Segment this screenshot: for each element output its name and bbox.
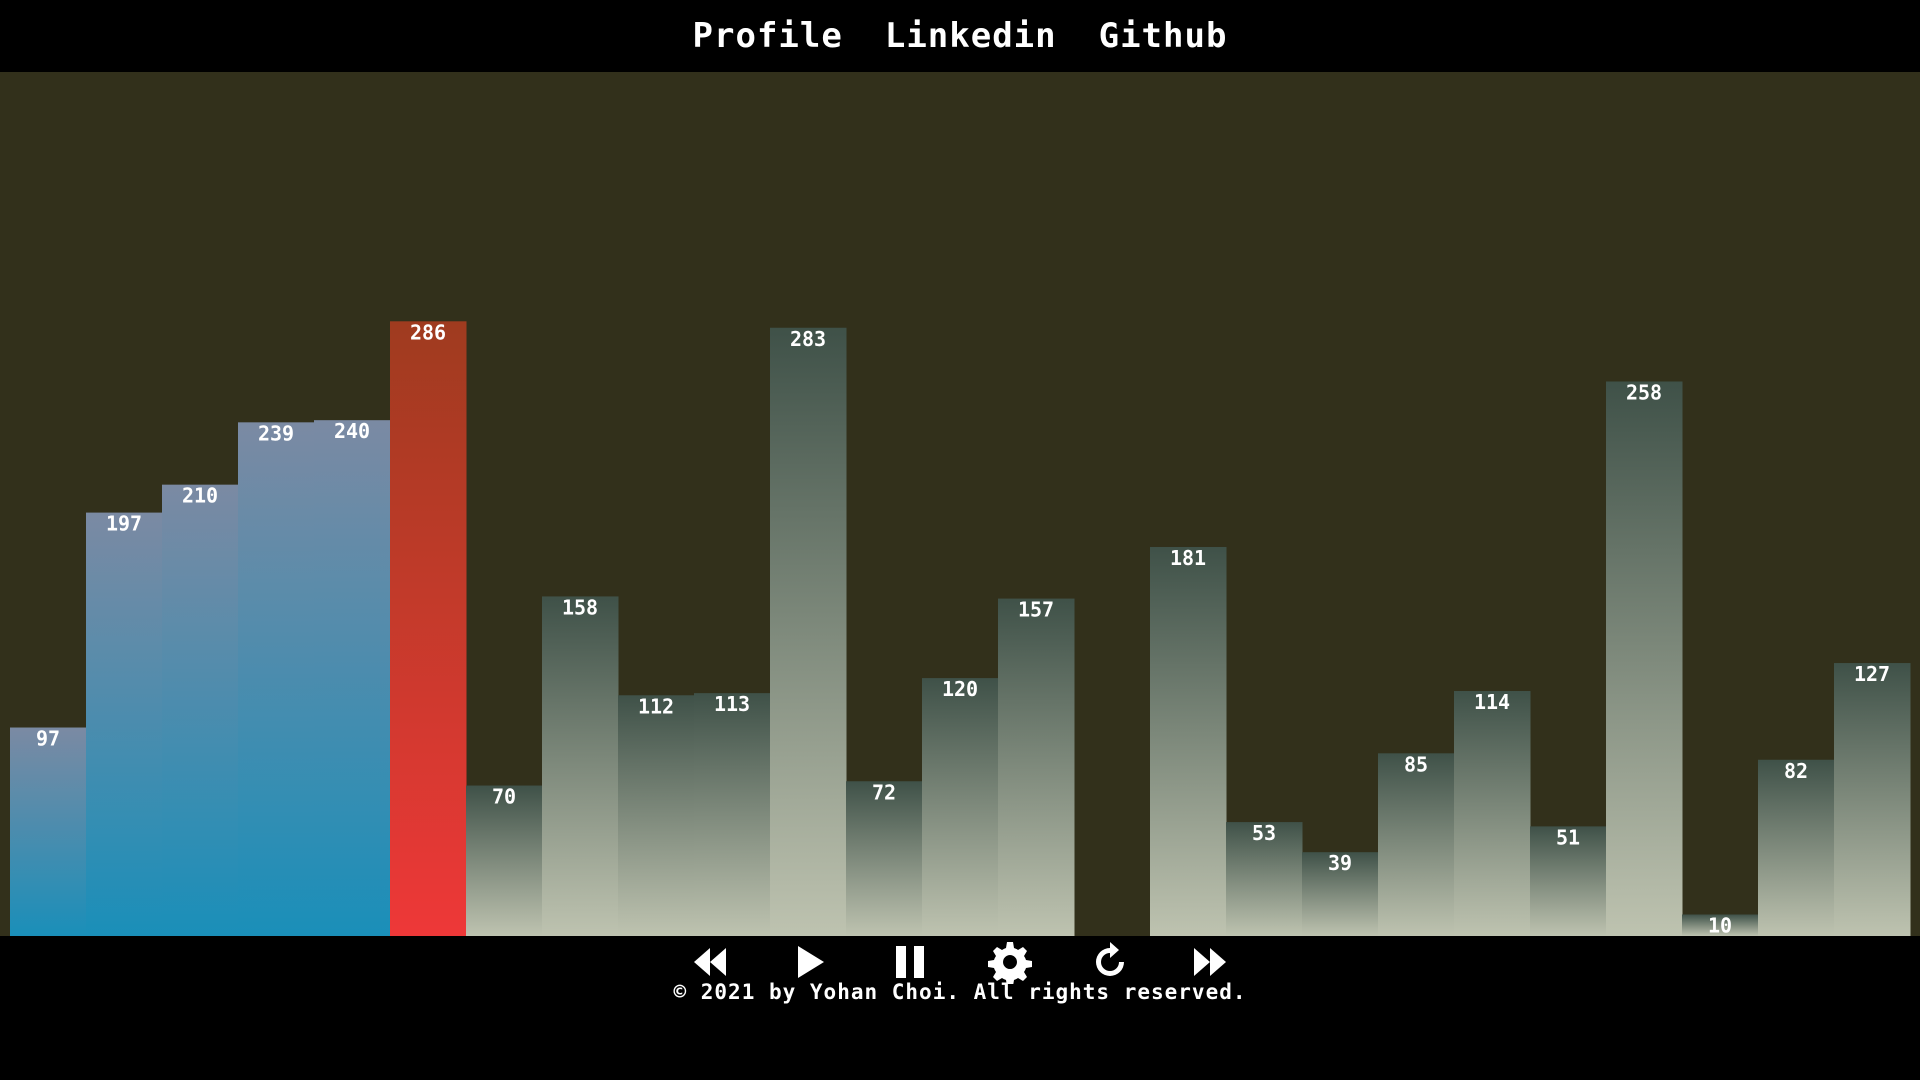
bar-value-label-12: 120 [942, 677, 978, 701]
bar-value-label-0: 97 [36, 727, 60, 751]
bar-6 [466, 785, 543, 936]
visualization-area: 97 197 210 239 240 286 70 158 112 113 283 72 120 157 1… [0, 72, 1920, 936]
bar-value-label-11: 72 [872, 780, 896, 804]
playback-controls [0, 936, 1920, 988]
bar-value-label-16: 53 [1252, 821, 1276, 845]
bar-value-label-22: 10 [1708, 914, 1732, 936]
pause-button[interactable] [886, 938, 934, 986]
rewind-icon [694, 948, 726, 976]
bar-1 [86, 512, 163, 936]
bar-18 [1378, 753, 1455, 936]
bar-value-label-8: 112 [638, 694, 674, 718]
bars-group: 97 197 210 239 240 286 70 158 112 113 283 72 120 157 1… [10, 320, 1911, 936]
bar-8 [618, 695, 695, 936]
bar-value-label-2: 210 [182, 484, 218, 508]
bar-13 [998, 598, 1075, 936]
gear-icon [988, 942, 1032, 984]
fast-forward-button[interactable] [1186, 938, 1234, 986]
bar-0 [10, 727, 87, 936]
copyright-footer: © 2021 by Yohan Choi. All rights reserve… [673, 980, 1247, 1004]
bar-20 [1530, 826, 1607, 936]
bar-value-label-19: 114 [1474, 690, 1510, 714]
bar-11 [846, 781, 923, 936]
bar-24 [1834, 663, 1911, 936]
top-navigation: Profile Linkedin Github [0, 0, 1920, 72]
bar-5 [390, 321, 467, 936]
bar-value-label-24: 127 [1854, 662, 1890, 686]
rewind-button[interactable] [686, 938, 734, 986]
bar-2 [162, 484, 239, 936]
bar-12 [922, 678, 999, 936]
pause-icon [896, 946, 924, 978]
bar-value-label-5: 286 [410, 320, 446, 344]
bar-15 [1150, 546, 1227, 936]
bar-value-label-21: 258 [1626, 380, 1662, 404]
bar-23 [1758, 759, 1835, 936]
bar-17 [1302, 852, 1379, 936]
fast-forward-icon [1194, 948, 1226, 976]
bar-value-label-17: 39 [1328, 851, 1352, 875]
settings-button[interactable] [986, 938, 1034, 986]
bar-19 [1454, 690, 1531, 936]
bar-16 [1226, 822, 1303, 936]
play-button[interactable] [786, 938, 834, 986]
bar-value-label-1: 197 [106, 512, 142, 536]
nav-link-profile[interactable]: Profile [692, 16, 843, 56]
reset-button[interactable] [1086, 938, 1134, 986]
nav-link-linkedin[interactable]: Linkedin [884, 16, 1057, 56]
bar-value-label-4: 240 [334, 419, 370, 443]
bar-value-label-15: 181 [1170, 546, 1206, 570]
bar-7 [542, 596, 619, 936]
bar-value-label-20: 51 [1556, 825, 1580, 849]
play-icon [798, 946, 824, 978]
bar-value-label-10: 283 [790, 327, 826, 351]
bar-value-label-7: 158 [562, 595, 598, 619]
bar-9 [694, 693, 771, 936]
bar-value-label-9: 113 [714, 692, 750, 716]
bar-value-label-23: 82 [1784, 759, 1808, 783]
bar-4 [314, 420, 391, 936]
bar-21 [1606, 381, 1683, 936]
bar-10 [770, 327, 847, 936]
refresh-icon [1096, 942, 1124, 976]
bar-value-label-18: 85 [1404, 752, 1428, 776]
nav-link-github[interactable]: Github [1098, 16, 1228, 56]
bar-22 [1682, 914, 1759, 936]
bar-3 [238, 422, 315, 936]
bar-chart: 97 197 210 239 240 286 70 158 112 113 283 72 120 157 1… [10, 320, 1911, 936]
bar-value-label-3: 239 [258, 421, 294, 445]
bar-value-label-6: 70 [492, 785, 516, 809]
bar-value-label-13: 157 [1018, 598, 1054, 622]
